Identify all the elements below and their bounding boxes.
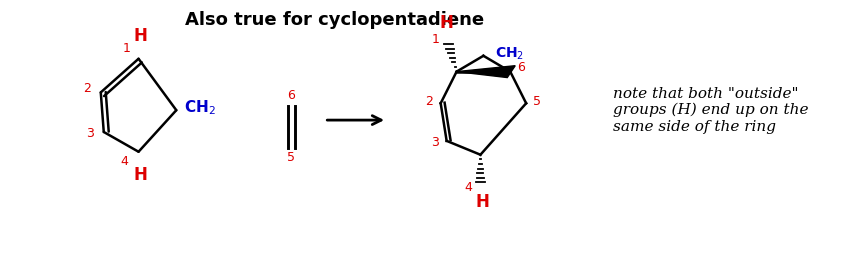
Text: 5: 5 — [533, 95, 541, 108]
Text: CH$_2$: CH$_2$ — [184, 98, 216, 117]
Text: H: H — [134, 27, 148, 45]
Text: 3: 3 — [431, 136, 439, 149]
Text: 1: 1 — [432, 34, 440, 46]
Text: H: H — [134, 166, 148, 184]
Text: 2: 2 — [83, 82, 91, 95]
Text: 6: 6 — [287, 89, 295, 102]
Text: 4: 4 — [465, 181, 473, 194]
Text: CH$_2$: CH$_2$ — [495, 46, 524, 62]
Text: 5: 5 — [287, 151, 295, 164]
Text: Also true for cyclopentadiene: Also true for cyclopentadiene — [185, 11, 485, 29]
Text: 1: 1 — [123, 42, 130, 55]
Text: 6: 6 — [518, 61, 525, 74]
Text: H: H — [475, 193, 489, 211]
Text: 2: 2 — [425, 95, 433, 108]
Text: 3: 3 — [86, 127, 94, 140]
Text: H: H — [440, 14, 454, 32]
Polygon shape — [456, 66, 515, 78]
Text: 4: 4 — [121, 155, 129, 168]
Text: note that both "outside"
groups (H) end up on the
same side of the ring: note that both "outside" groups (H) end … — [613, 87, 808, 134]
